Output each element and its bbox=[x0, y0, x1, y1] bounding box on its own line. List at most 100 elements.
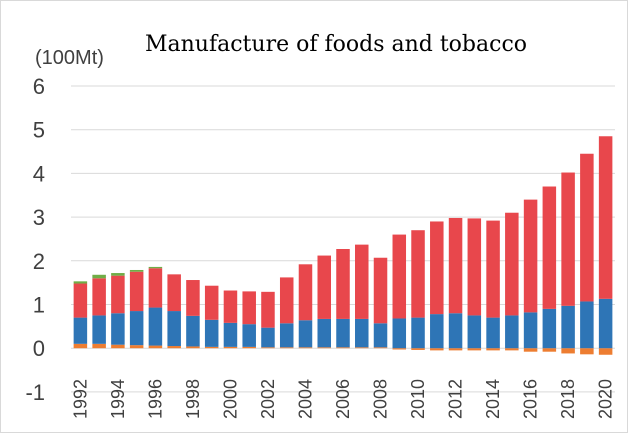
bar-segment-2019-s1 bbox=[580, 301, 594, 349]
x-tick-label: 2002 bbox=[258, 379, 278, 419]
bar-segment-2015-s2 bbox=[505, 212, 519, 316]
bar-segment-2008-s2 bbox=[373, 257, 388, 324]
bar-segment-2002-s1 bbox=[261, 327, 275, 348]
bar-segment-2010-s2 bbox=[411, 230, 425, 318]
bar-segment-1994-s3 bbox=[111, 273, 125, 276]
x-tick-label: 2014 bbox=[483, 379, 503, 419]
bar-segment-1994-s0 bbox=[111, 344, 125, 349]
bar-segment-2005-s2 bbox=[317, 255, 331, 319]
bar-segment-1999-s0 bbox=[204, 346, 219, 349]
bar-segment-2014-s1 bbox=[486, 317, 500, 349]
bar-segment-2000-s0 bbox=[223, 346, 238, 349]
bar-segment-2014-s0 bbox=[486, 348, 500, 351]
bar-segment-2020-s0 bbox=[598, 348, 613, 355]
y-tick-label: -1 bbox=[25, 380, 45, 405]
bar-segment-2020-s1 bbox=[598, 298, 613, 349]
bars-layer bbox=[73, 136, 613, 355]
bar-segment-2007-s1 bbox=[355, 318, 369, 348]
bar-segment-1993-s1 bbox=[92, 315, 106, 344]
bar-segment-2003-s0 bbox=[279, 347, 294, 349]
bar-segment-1992-s3 bbox=[73, 281, 88, 284]
bar-segment-1999-s1 bbox=[204, 319, 219, 347]
x-tick-label: 2008 bbox=[371, 379, 391, 419]
bar-segment-1998-s2 bbox=[186, 280, 200, 316]
bar-segment-2011-s2 bbox=[430, 221, 444, 315]
chart-title: Manufacture of foods and tobacco bbox=[145, 32, 527, 57]
bar-segment-2006-s1 bbox=[336, 318, 350, 348]
bar-segment-1995-s0 bbox=[129, 345, 144, 349]
bar-segment-2017-s2 bbox=[542, 186, 557, 309]
bar-segment-2000-s2 bbox=[223, 290, 238, 323]
bar-segment-2000-s1 bbox=[223, 322, 238, 347]
bar-segment-2012-s0 bbox=[448, 348, 463, 351]
bar-segment-2017-s1 bbox=[542, 308, 557, 349]
x-tick-label: 2006 bbox=[333, 379, 353, 419]
bar-segment-2002-s2 bbox=[261, 291, 275, 328]
x-tick-label: 2004 bbox=[295, 379, 315, 419]
bar-segment-1992-s0 bbox=[73, 343, 88, 349]
bar-segment-1999-s2 bbox=[204, 285, 219, 320]
bar-segment-2017-s0 bbox=[542, 348, 557, 352]
bar-segment-2018-s1 bbox=[561, 305, 575, 349]
bar-segment-1996-s0 bbox=[148, 345, 163, 349]
bar-segment-1998-s1 bbox=[186, 315, 200, 347]
bar-segment-1993-s0 bbox=[92, 343, 106, 349]
y-tick-label: 3 bbox=[33, 205, 45, 230]
x-tick-label: 1998 bbox=[183, 379, 203, 419]
bar-segment-2013-s1 bbox=[467, 315, 482, 349]
y-tick-label: 2 bbox=[33, 249, 45, 274]
bar-segment-1994-s2 bbox=[111, 275, 125, 314]
bar-segment-2011-s0 bbox=[430, 348, 444, 351]
bar-segment-1996-s3 bbox=[148, 266, 163, 269]
bar-segment-2006-s2 bbox=[336, 249, 350, 319]
bar-segment-1996-s1 bbox=[148, 307, 163, 346]
bar-segment-1997-s0 bbox=[167, 346, 181, 349]
bar-segment-1992-s1 bbox=[73, 317, 88, 344]
x-tick-label: 2020 bbox=[596, 379, 616, 419]
x-tick-label: 2010 bbox=[408, 379, 428, 419]
bar-segment-2006-s0 bbox=[336, 347, 350, 349]
bar-segment-2001-s2 bbox=[242, 291, 256, 325]
y-tick-label: 4 bbox=[33, 161, 45, 186]
x-tick-label: 1996 bbox=[145, 379, 165, 419]
bar-segment-2001-s0 bbox=[242, 346, 256, 349]
bar-segment-2018-s2 bbox=[561, 172, 575, 306]
bar-segment-2007-s2 bbox=[355, 244, 369, 319]
bar-segment-2001-s1 bbox=[242, 324, 256, 347]
bar-segment-1997-s1 bbox=[167, 311, 181, 347]
bar-segment-2004-s0 bbox=[298, 347, 313, 349]
x-tick-label: 2016 bbox=[521, 379, 541, 419]
bar-segment-2009-s0 bbox=[392, 348, 407, 350]
unit-label: (100Mt) bbox=[35, 47, 104, 69]
bar-segment-2007-s0 bbox=[355, 347, 369, 349]
bar-segment-2012-s1 bbox=[448, 313, 463, 349]
y-tick-label: 1 bbox=[33, 293, 45, 318]
bar-segment-2011-s1 bbox=[430, 314, 444, 349]
x-tick-label: 2018 bbox=[558, 379, 578, 419]
y-tick-label: 6 bbox=[33, 74, 45, 99]
bar-segment-2005-s1 bbox=[317, 318, 331, 348]
bar-segment-1998-s0 bbox=[186, 346, 200, 349]
bar-segment-2013-s2 bbox=[467, 218, 482, 316]
bar-segment-2015-s1 bbox=[505, 315, 519, 349]
bar-segment-2004-s1 bbox=[298, 320, 313, 348]
x-tick-label: 2000 bbox=[220, 379, 240, 419]
bar-segment-1995-s3 bbox=[129, 269, 144, 272]
x-tick-label: 1992 bbox=[70, 379, 90, 419]
bar-segment-1993-s3 bbox=[92, 274, 106, 279]
bar-segment-2005-s0 bbox=[317, 347, 331, 349]
bar-segment-2015-s0 bbox=[505, 348, 519, 351]
bar-segment-2002-s0 bbox=[261, 347, 275, 349]
bar-segment-2019-s2 bbox=[580, 153, 594, 302]
bar-segment-2004-s2 bbox=[298, 264, 313, 321]
bar-segment-1997-s2 bbox=[167, 274, 181, 312]
bar-segment-2008-s0 bbox=[373, 347, 388, 349]
bar-segment-1992-s2 bbox=[73, 283, 88, 318]
bar-segment-1995-s2 bbox=[129, 271, 144, 312]
bar-segment-2014-s2 bbox=[486, 220, 500, 318]
x-tick-label: 2012 bbox=[446, 379, 466, 419]
y-tick-label: 0 bbox=[33, 336, 45, 361]
y-axis: 6 5 4 3 2 1 0 -1 bbox=[25, 74, 45, 405]
